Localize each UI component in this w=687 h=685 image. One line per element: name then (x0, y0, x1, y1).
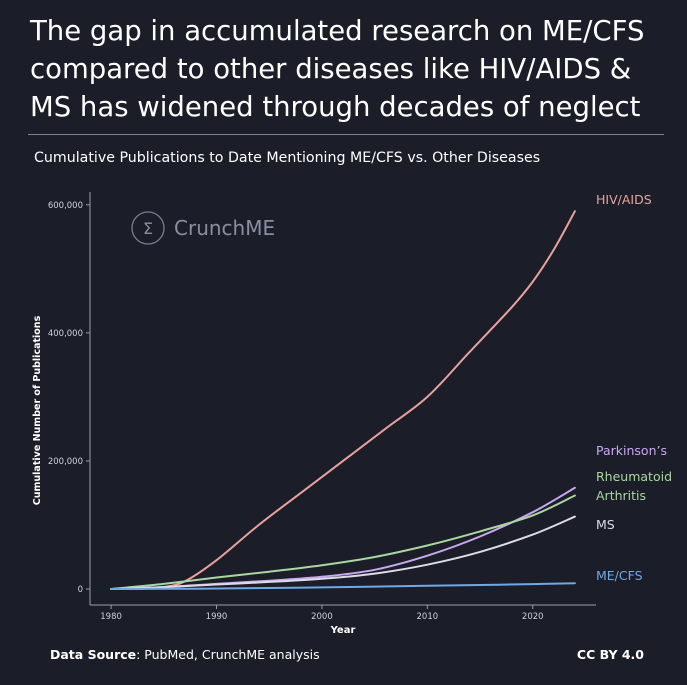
y-tick-label: 600,000 (48, 201, 83, 211)
series-line-hiv-aids (110, 210, 576, 590)
series-label: HIV/AIDS (596, 192, 652, 207)
series-label: Rheumatoid (596, 469, 672, 484)
crunchme-logo-icon (131, 211, 165, 245)
series-label: MS (596, 517, 615, 532)
x-tick-label: 1980 (100, 612, 122, 622)
series-line-rheumatoid-arthritis (110, 494, 576, 590)
series-label: Parkinson’s (596, 443, 667, 458)
data-source-label: Data Source (50, 647, 137, 662)
y-tick-label: 200,000 (48, 457, 83, 467)
series-label: ME/CFS (596, 568, 643, 583)
title-divider (28, 134, 664, 135)
x-tick-label: 2010 (417, 612, 439, 622)
series-line-parkinson-s (110, 486, 576, 590)
series-line-me-cfs (110, 582, 576, 590)
y-axis-label: Cumulative Number of Publications (32, 315, 43, 505)
license-label: CC BY 4.0 (576, 647, 644, 662)
x-tick-label: 1990 (206, 612, 228, 622)
y-tick-label: 400,000 (48, 329, 83, 339)
y-tick-label: 0 (78, 585, 83, 595)
chart-subtitle: Cumulative Publications to Date Mentioni… (34, 150, 541, 166)
line-chart: 0 200,000 400,000 600,000 1980 1990 2000 2010 20… (32, 192, 672, 636)
series-line-ms (110, 515, 576, 590)
x-tick-label: 2020 (522, 612, 544, 622)
headline: The gap in accumulated research on ME/CF… (30, 15, 645, 123)
x-axis-label: Year (330, 625, 356, 636)
data-source: Data Source: PubMed, CrunchME analysis (50, 647, 320, 662)
watermark-symbol: Σ (143, 219, 153, 238)
x-tick-label: 2000 (311, 612, 333, 622)
watermark-text: CrunchME (174, 216, 275, 240)
series-label: Arthritis (596, 488, 646, 503)
data-source-text: : PubMed, CrunchME analysis (136, 647, 320, 662)
